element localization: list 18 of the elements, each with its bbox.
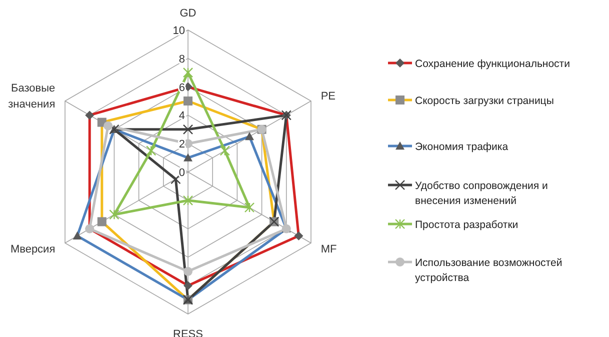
spoke-label: MF [320, 244, 337, 256]
spoke-label: GD [180, 8, 196, 20]
spoke-label: Базовые значения [8, 82, 56, 110]
y-tick-label: 6 [178, 82, 185, 94]
y-tick-label: 2 [178, 138, 185, 151]
legend-label: Использование возможностей устройства [415, 257, 562, 284]
spoke-label: RESS [173, 328, 203, 337]
spoke-label: Мверсия [10, 244, 56, 256]
y-tick-label: 10 [172, 25, 185, 37]
y-tick-label: 8 [178, 53, 185, 66]
spoke-label: PE [320, 90, 336, 102]
y-tick-label: 0 [178, 167, 185, 179]
legend-label: Удобство сопровождения и внесения изменений [415, 180, 548, 207]
legend-label: Экономия трафика [415, 141, 508, 153]
legend-label: Сохранение функциональности [415, 58, 570, 70]
y-tick-label: 4 [178, 110, 185, 122]
legend-label: Скорость загрузки страницы [415, 95, 554, 107]
legend-label: Простота разработки [415, 219, 518, 231]
